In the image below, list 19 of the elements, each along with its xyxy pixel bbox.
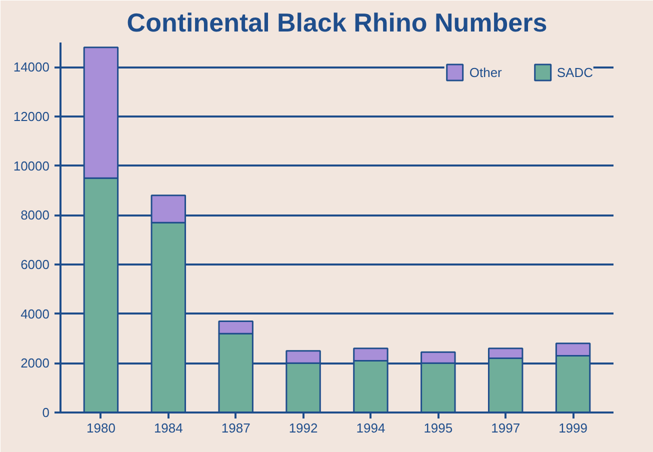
x-tick-label: 1987 bbox=[221, 420, 250, 436]
y-tick-label: 10000 bbox=[13, 158, 50, 174]
x-tick-label: 1995 bbox=[424, 420, 453, 436]
y-tick-label: 14000 bbox=[13, 60, 50, 75]
y-tick-label: 8000 bbox=[20, 208, 50, 223]
x-tick-label: 1994 bbox=[356, 420, 386, 436]
y-tick-label: 12000 bbox=[13, 109, 50, 124]
y-tick-label: 4000 bbox=[20, 306, 50, 322]
legend-label: Other bbox=[469, 64, 502, 80]
x-tick-label: 1992 bbox=[288, 420, 318, 436]
x-tick-label: 1980 bbox=[86, 420, 116, 436]
chart-title: Continental Black Rhino Numbers bbox=[126, 8, 548, 38]
x-tick-label: 1999 bbox=[558, 420, 588, 436]
y-tick-label: 6000 bbox=[20, 257, 50, 272]
y-tick-label: 0 bbox=[42, 405, 50, 420]
legend-label: SADC bbox=[556, 64, 593, 80]
y-tick-label: 2000 bbox=[20, 356, 50, 371]
x-tick-label: 1984 bbox=[154, 420, 183, 436]
x-tick-label: 1997 bbox=[491, 420, 520, 436]
